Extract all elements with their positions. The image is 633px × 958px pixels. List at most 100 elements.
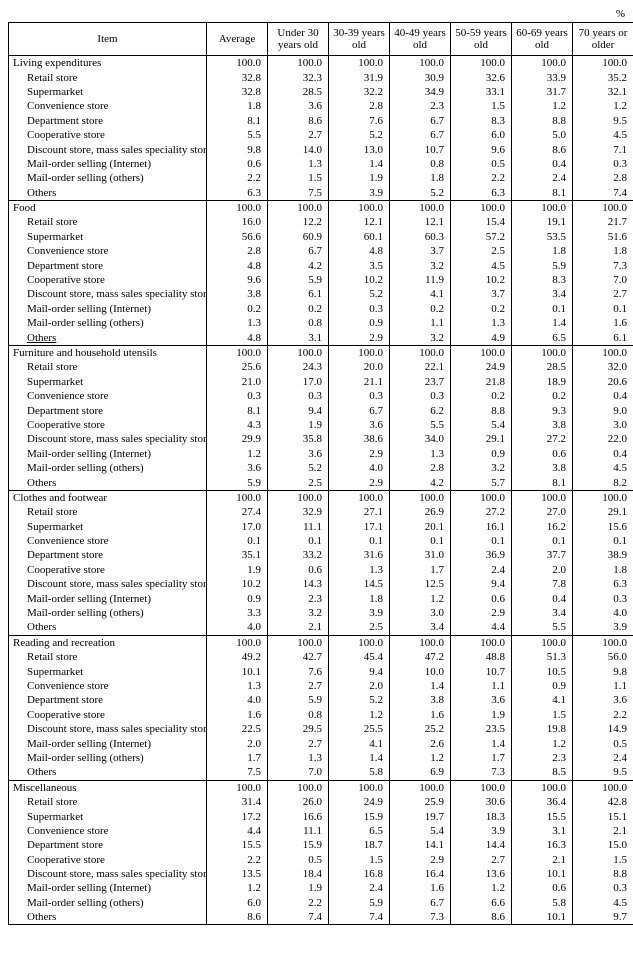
section-head-value: 100.0 xyxy=(268,780,329,795)
cell-value: 22.0 xyxy=(573,432,633,446)
cell-value: 33.2 xyxy=(268,548,329,562)
cell-value: 4.8 xyxy=(329,244,390,258)
section-head-value: 100.0 xyxy=(329,56,390,71)
cell-value: 2.2 xyxy=(573,708,633,722)
cell-value: 1.3 xyxy=(390,447,451,461)
table-row: Cooperative store1.90.61.31.72.42.01.8 xyxy=(9,563,633,577)
row-label: Discount store, mass sales speciality st… xyxy=(9,432,207,446)
cell-value: 48.8 xyxy=(451,650,512,664)
cell-value: 1.4 xyxy=(390,679,451,693)
cell-value: 32.2 xyxy=(329,85,390,99)
row-label: Mail-order selling (Internet) xyxy=(9,591,207,605)
cell-value: 5.2 xyxy=(329,287,390,301)
cell-value: 5.2 xyxy=(329,693,390,707)
section-head-value: 100.0 xyxy=(573,780,633,795)
cell-value: 1.2 xyxy=(512,736,573,750)
cell-value: 25.6 xyxy=(207,360,268,374)
cell-value: 9.5 xyxy=(573,114,633,128)
cell-value: 2.2 xyxy=(451,171,512,185)
table-row: Supermarket32.828.532.234.933.131.732.1 xyxy=(9,85,633,99)
section-head-value: 100.0 xyxy=(207,345,268,360)
cell-value: 36.9 xyxy=(451,548,512,562)
section-head-value: 100.0 xyxy=(573,345,633,360)
cell-value: 7.3 xyxy=(451,765,512,780)
cell-value: 0.4 xyxy=(573,389,633,403)
cell-value: 2.8 xyxy=(390,461,451,475)
cell-value: 21.8 xyxy=(451,375,512,389)
table-row: Others5.92.52.94.25.78.18.2 xyxy=(9,475,633,490)
cell-value: 51.6 xyxy=(573,230,633,244)
cell-value: 3.6 xyxy=(573,693,633,707)
cell-value: 6.6 xyxy=(451,896,512,910)
section-head-value: 100.0 xyxy=(268,56,329,71)
data-table: Item Average Under 30 years old 30-39 ye… xyxy=(8,22,633,925)
cell-value: 0.5 xyxy=(268,852,329,866)
cell-value: 5.7 xyxy=(451,475,512,490)
cell-value: 6.1 xyxy=(268,287,329,301)
cell-value: 3.4 xyxy=(390,620,451,635)
row-label: Cooperative store xyxy=(9,563,207,577)
row-label: Retail store xyxy=(9,650,207,664)
cell-value: 15.1 xyxy=(573,809,633,823)
cell-value: 27.4 xyxy=(207,505,268,519)
cell-value: 3.2 xyxy=(390,258,451,272)
section-head-value: 100.0 xyxy=(512,345,573,360)
cell-value: 0.6 xyxy=(207,157,268,171)
section-head-value: 100.0 xyxy=(207,635,268,650)
cell-value: 32.6 xyxy=(451,70,512,84)
cell-value: 0.1 xyxy=(268,534,329,548)
header-row: Item Average Under 30 years old 30-39 ye… xyxy=(9,23,633,56)
cell-value: 15.5 xyxy=(207,838,268,852)
cell-value: 45.4 xyxy=(329,650,390,664)
cell-value: 47.2 xyxy=(390,650,451,664)
cell-value: 0.1 xyxy=(512,534,573,548)
cell-value: 57.2 xyxy=(451,230,512,244)
section-header-row: Reading and recreation100.0100.0100.0100… xyxy=(9,635,633,650)
row-label: Mail-order selling (others) xyxy=(9,316,207,330)
table-row: Discount store, mass sales speciality st… xyxy=(9,142,633,156)
section-head-value: 100.0 xyxy=(573,56,633,71)
cell-value: 12.1 xyxy=(329,215,390,229)
cell-value: 0.2 xyxy=(451,389,512,403)
cell-value: 4.8 xyxy=(207,258,268,272)
row-label: Discount store, mass sales speciality st… xyxy=(9,867,207,881)
cell-value: 4.8 xyxy=(207,330,268,345)
cell-value: 6.7 xyxy=(268,244,329,258)
table-row: Mail-order selling (others)3.33.23.93.02… xyxy=(9,606,633,620)
cell-value: 2.4 xyxy=(512,171,573,185)
cell-value: 11.1 xyxy=(268,824,329,838)
cell-value: 1.6 xyxy=(573,316,633,330)
row-label: Retail store xyxy=(9,215,207,229)
cell-value: 1.9 xyxy=(451,708,512,722)
cell-value: 0.3 xyxy=(573,881,633,895)
cell-value: 1.2 xyxy=(512,99,573,113)
section-head-value: 100.0 xyxy=(573,490,633,505)
cell-value: 19.8 xyxy=(512,722,573,736)
row-label: Mail-order selling (others) xyxy=(9,896,207,910)
row-label: Retail store xyxy=(9,360,207,374)
cell-value: 1.2 xyxy=(329,708,390,722)
cell-value: 3.0 xyxy=(573,418,633,432)
section-head-value: 100.0 xyxy=(390,200,451,215)
cell-value: 4.0 xyxy=(329,461,390,475)
cell-value: 33.9 xyxy=(512,70,573,84)
cell-value: 25.9 xyxy=(390,795,451,809)
table-row: Discount store, mass sales speciality st… xyxy=(9,287,633,301)
cell-value: 1.3 xyxy=(268,157,329,171)
cell-value: 27.2 xyxy=(512,432,573,446)
cell-value: 6.7 xyxy=(390,114,451,128)
cell-value: 1.6 xyxy=(207,708,268,722)
cell-value: 16.6 xyxy=(268,809,329,823)
cell-value: 30.9 xyxy=(390,70,451,84)
section-title: Food xyxy=(9,200,207,215)
cell-value: 0.3 xyxy=(268,389,329,403)
row-label: Cooperative store xyxy=(9,418,207,432)
table-row: Convenience store0.10.10.10.10.10.10.1 xyxy=(9,534,633,548)
row-label: Mail-order selling (others) xyxy=(9,461,207,475)
cell-value: 14.0 xyxy=(268,142,329,156)
cell-value: 21.0 xyxy=(207,375,268,389)
cell-value: 3.2 xyxy=(451,461,512,475)
cell-value: 3.2 xyxy=(390,330,451,345)
cell-value: 31.7 xyxy=(512,85,573,99)
cell-value: 25.2 xyxy=(390,722,451,736)
